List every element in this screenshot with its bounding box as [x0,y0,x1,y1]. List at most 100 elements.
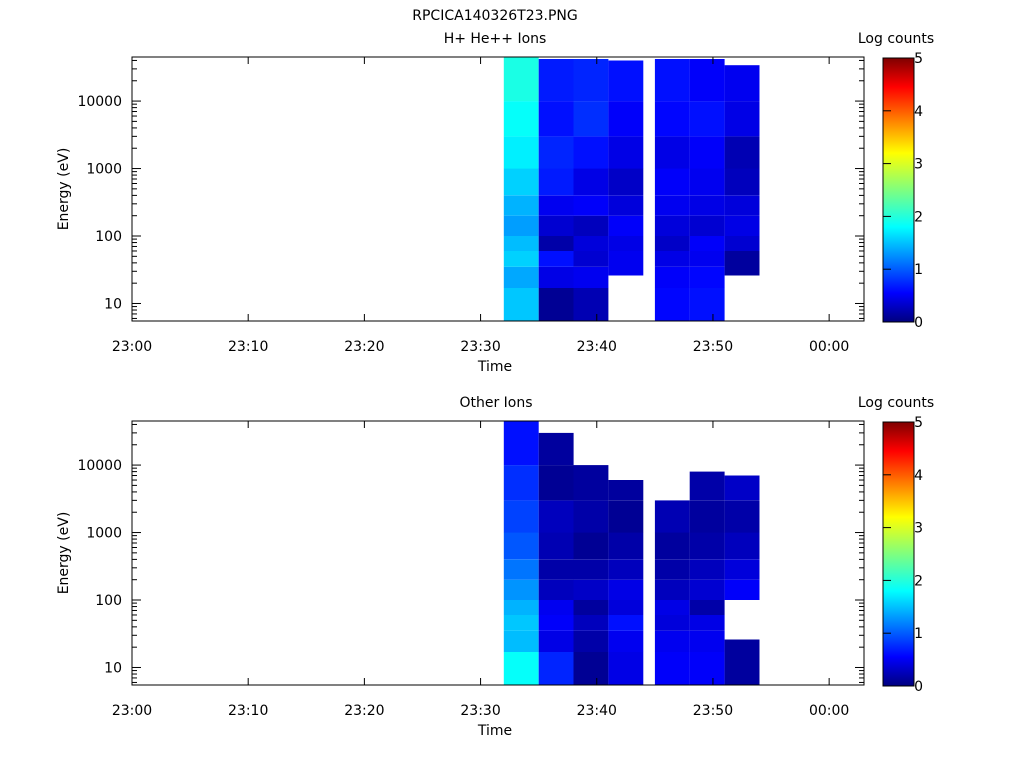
cell-col4-band0 [654,651,690,685]
cell-col5-band3 [689,600,725,615]
cell-col0-band7 [503,500,539,533]
x-tick-label: 00:00 [809,339,849,355]
y-tick-label: 100 [95,229,122,245]
x-tick-label: 23:00 [112,703,152,719]
cell-col4-band7 [654,500,690,533]
cell-col0-band6 [503,532,539,560]
cell-col2-band5 [573,195,609,216]
cell-col3-band2 [608,615,644,631]
cell-col4-band2 [654,615,690,631]
cell-col4-band5 [654,195,690,216]
colorbar-tick-label: 3 [914,521,923,537]
y-tick-label: 10000 [77,94,122,110]
x-tick-label: 23:20 [344,703,384,719]
cell-col1-band0 [538,651,574,685]
cell-col5-band2 [689,251,725,267]
x-tick-label: 23:40 [577,339,617,355]
cell-col0-band1 [503,266,539,288]
y-axis: 10 100 1000 10000 [77,423,864,683]
cell-col2-band4 [573,579,609,600]
cell-col3-band3 [608,195,644,216]
cell-col2-band2 [573,251,609,267]
figure-title: RPCICA140326T23.PNG [412,8,577,24]
colorbar-tick-label: 5 [914,51,923,67]
x-tick-label: 23:10 [228,703,268,719]
colorbar-label: Log counts [858,31,934,47]
cell-col5-band7 [689,136,725,169]
cell-col1-band5 [538,559,574,580]
cell-col4-band8 [654,101,690,137]
cell-col5-band6 [689,532,725,560]
cell-col0-band4 [503,215,539,236]
y-tick-label: 10 [104,660,122,676]
cell-col1-band4 [538,215,574,236]
cell-col2-band6 [573,532,609,560]
cell-col5-band5 [689,559,725,580]
cell-col2-band2 [573,615,609,631]
cell-col3-band8 [608,480,644,501]
cell-col4-band0 [654,287,690,321]
cell-col0-band0 [503,287,539,321]
cell-col2-band0 [573,651,609,685]
x-tick-label: 23:50 [693,339,733,355]
cell-col3-band6 [608,532,644,560]
x-tick-label: 23:40 [577,703,617,719]
colorbar-tick-label: 2 [914,209,923,225]
cell-col1-band3 [538,600,574,615]
panel-h-he-ions: H+ He++ Ions 23:00 23:10 23:20 23:30 23:40 23… [56,31,934,375]
y-tick-label: 10000 [77,458,122,474]
x-tick-label: 23:50 [693,703,733,719]
cell-col6-band3 [724,532,760,560]
cell-col2-band6 [573,168,609,196]
y-tick-label: 100 [95,593,122,609]
x-tick-label: 23:30 [460,703,500,719]
cell-col6-band4 [724,168,760,196]
cell-col1-band5 [538,195,574,216]
cell-col3-band5 [608,559,644,580]
cell-col6-band2 [724,559,760,580]
cell-col5-band8 [689,471,725,501]
colorbar-tick-label: 1 [914,262,923,278]
cell-col4-band6 [654,532,690,560]
cell-col1-band3 [538,236,574,251]
cell-col6-band6 [724,101,760,137]
cell-col6-band0 [724,251,760,276]
cell-col1-band9 [538,59,574,102]
y-tick-label: 1000 [86,162,122,178]
cell-col3-band3 [608,600,644,615]
cell-col2-band5 [573,559,609,580]
x-tick-label: 00:00 [809,703,849,719]
x-tick-label: 23:20 [344,339,384,355]
cell-col0-band6 [503,168,539,196]
cell-col6-band0 [724,639,760,685]
colorbar-tick-label: 5 [914,415,923,431]
colorbar-tick-label: 4 [914,468,923,484]
cell-col6-band5 [724,475,760,501]
cell-col1-band1 [538,266,574,288]
cell-col6-band2 [724,215,760,236]
cell-col1-band9 [538,432,574,466]
colorbar-label: Log counts [858,395,934,411]
cell-col4-band1 [654,630,690,652]
cell-col3-band7 [608,500,644,533]
cell-col2-band4 [573,215,609,236]
y-axis: 10 100 1000 10000 [77,59,864,319]
colorbar [882,421,915,687]
cell-col2-band3 [573,236,609,251]
cell-col0-band5 [503,559,539,580]
cell-col5-band4 [689,215,725,236]
cell-col2-band1 [573,630,609,652]
cell-col4-band4 [654,579,690,600]
cell-col3-band6 [608,101,644,137]
cell-col1-band2 [538,251,574,267]
cell-col3-band2 [608,215,644,236]
colorbar-tick-label: 0 [914,315,923,331]
cell-col5-band4 [689,579,725,600]
x-tick-label: 23:10 [228,339,268,355]
cell-col2-band7 [573,136,609,169]
cell-col0-band2 [503,251,539,267]
cell-col1-band8 [538,465,574,501]
cell-col5-band5 [689,195,725,216]
cell-col1-band6 [538,168,574,196]
cell-col6-band3 [724,195,760,216]
